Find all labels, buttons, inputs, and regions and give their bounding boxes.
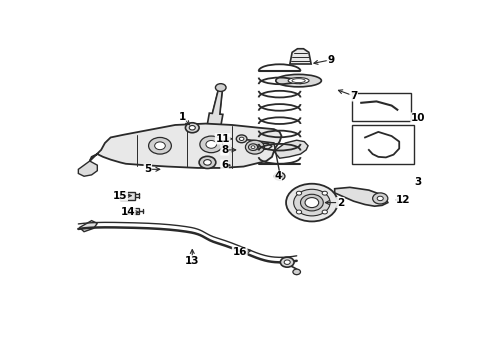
Circle shape xyxy=(200,136,222,153)
Circle shape xyxy=(381,136,402,152)
Text: 4: 4 xyxy=(274,171,281,181)
Text: 2: 2 xyxy=(337,198,344,208)
Polygon shape xyxy=(335,187,388,206)
Circle shape xyxy=(236,135,247,143)
Text: 13: 13 xyxy=(185,256,199,266)
Circle shape xyxy=(296,191,302,195)
Circle shape xyxy=(274,172,285,180)
Circle shape xyxy=(404,148,410,152)
Circle shape xyxy=(204,159,211,165)
Circle shape xyxy=(124,193,131,198)
Bar xyxy=(352,125,415,164)
Text: 16: 16 xyxy=(232,247,247,257)
Polygon shape xyxy=(247,143,272,150)
Ellipse shape xyxy=(288,77,309,84)
Text: 1: 1 xyxy=(178,112,186,122)
Circle shape xyxy=(216,84,226,91)
Circle shape xyxy=(284,260,290,264)
Polygon shape xyxy=(79,221,98,232)
Polygon shape xyxy=(90,123,281,168)
Circle shape xyxy=(387,141,396,148)
Circle shape xyxy=(322,210,327,214)
Circle shape xyxy=(189,126,196,130)
Circle shape xyxy=(206,140,217,148)
Text: 15: 15 xyxy=(113,191,127,201)
Circle shape xyxy=(300,194,323,211)
Circle shape xyxy=(248,144,258,150)
Polygon shape xyxy=(274,140,308,158)
Bar xyxy=(352,93,411,121)
Ellipse shape xyxy=(276,75,321,87)
Circle shape xyxy=(155,142,165,150)
Text: 5: 5 xyxy=(144,164,151,174)
Text: 11: 11 xyxy=(216,134,230,144)
Circle shape xyxy=(293,269,300,275)
Circle shape xyxy=(251,146,255,149)
Circle shape xyxy=(239,137,244,140)
Polygon shape xyxy=(78,161,98,176)
Polygon shape xyxy=(290,49,311,64)
Circle shape xyxy=(286,184,338,221)
Circle shape xyxy=(377,196,383,201)
Text: 14: 14 xyxy=(121,207,135,217)
Bar xyxy=(121,192,135,199)
Bar xyxy=(128,208,139,214)
Text: 12: 12 xyxy=(396,195,410,205)
Circle shape xyxy=(296,210,302,214)
Circle shape xyxy=(131,209,136,213)
Text: 8: 8 xyxy=(221,145,228,155)
Text: 3: 3 xyxy=(415,177,422,187)
Circle shape xyxy=(280,257,294,267)
Text: 7: 7 xyxy=(350,91,357,101)
Circle shape xyxy=(322,191,327,195)
Circle shape xyxy=(393,107,401,112)
Circle shape xyxy=(294,189,330,216)
Text: 6: 6 xyxy=(221,160,228,170)
Circle shape xyxy=(148,138,172,154)
Circle shape xyxy=(199,156,216,168)
Polygon shape xyxy=(201,87,223,163)
Circle shape xyxy=(277,175,282,178)
Circle shape xyxy=(372,193,388,204)
Circle shape xyxy=(305,198,318,208)
Circle shape xyxy=(251,144,259,150)
Text: 9: 9 xyxy=(327,55,335,65)
Circle shape xyxy=(185,123,199,133)
Circle shape xyxy=(378,115,382,118)
Text: 10: 10 xyxy=(411,113,425,123)
Circle shape xyxy=(356,99,367,107)
Circle shape xyxy=(376,113,385,120)
Circle shape xyxy=(245,140,265,154)
